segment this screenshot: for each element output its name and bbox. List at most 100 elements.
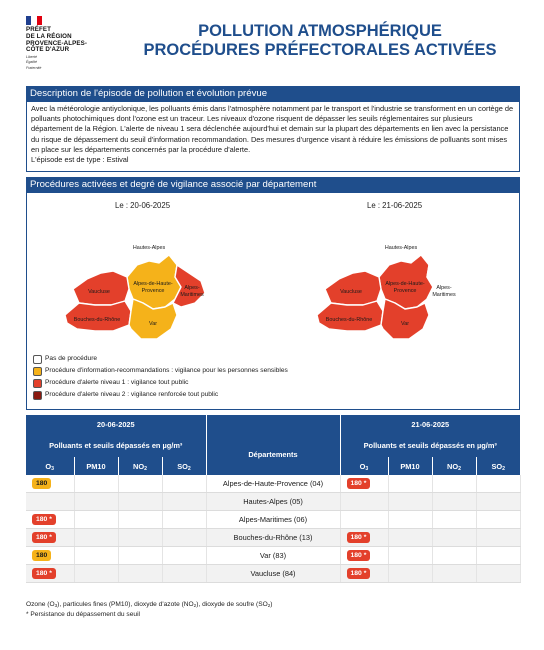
o3-right-cell	[340, 492, 389, 511]
footnotes: Ozone (O3), particules fines (PM10), dio…	[26, 600, 273, 619]
description-box: Avec la météorologie antiyclonique, les …	[26, 102, 520, 172]
so2-right-cell	[476, 510, 521, 529]
legend-swatch	[33, 366, 42, 376]
col-o3-left: O3	[26, 457, 75, 475]
o3-left-cell: 180 *	[26, 528, 75, 547]
so2-right-cell	[476, 492, 521, 511]
o3-right-cell: 180 *	[340, 546, 389, 565]
title-line-2: PROCÉDURES PRÉFECTORALES ACTIVÉES	[143, 41, 497, 59]
description-heading: Description de l'épisode de pollution et…	[26, 86, 520, 102]
department-var	[380, 298, 430, 340]
pm10-right-cell	[388, 492, 433, 511]
department-alpes-maritimes	[172, 264, 206, 308]
maps-box: Le : 20-06-2025 Le : 21-06-2025 Hautes-A…	[26, 193, 520, 410]
department-label: Vaucluse	[88, 289, 110, 295]
no2-left-cell	[118, 546, 163, 565]
no2-left-cell	[118, 492, 163, 511]
table-row: 180 * Vaucluse (84) 180 *	[26, 564, 521, 583]
col-no2-right: NO2	[432, 457, 477, 475]
departments-header: Départements	[206, 433, 341, 475]
department-bouches-du-rhone	[64, 300, 132, 332]
map-20-06: Hautes-Alpes Alpes-de-Haute-Provence Alpes…	[64, 228, 206, 340]
department-label: Bouches-du-Rhône	[74, 317, 120, 323]
department-label: Maritimes	[180, 292, 204, 298]
date-right: 21-06-2025	[340, 415, 520, 433]
pm10-right-cell	[388, 510, 433, 529]
o3-right-cell: 180 *	[340, 475, 389, 493]
logo-line-1: DE LA RÉGION	[26, 32, 72, 40]
legend-label: Procédure d'alerte niveau 1 : vigilance …	[45, 379, 189, 386]
so2-right-cell	[476, 564, 521, 583]
o3-right-cell: 180 *	[340, 528, 389, 547]
department-cell: Bouches-du-Rhône (13)	[206, 528, 341, 547]
o3-value-badge: 180 *	[346, 532, 371, 543]
o3-right-cell	[340, 510, 389, 529]
legend-swatch	[33, 390, 42, 400]
no2-right-cell	[432, 528, 477, 547]
page-title: POLLUTION ATMOSPHÉRIQUE PROCÉDURES PRÉFE…	[100, 22, 540, 60]
pm10-left-cell	[74, 492, 119, 511]
pm10-left-cell	[74, 510, 119, 529]
no2-right-cell	[432, 475, 477, 493]
logo-motto-3: Fraternité	[26, 65, 42, 70]
department-alpes-maritimes	[424, 264, 458, 308]
department-label: Provence	[394, 288, 417, 294]
department-label: Hautes-Alpes	[133, 245, 166, 251]
pm10-right-cell	[388, 528, 433, 547]
department-label: Maritimes	[432, 292, 456, 298]
o3-value-badge: 180 *	[32, 514, 56, 525]
header-spacer	[206, 415, 341, 433]
pm10-right-cell	[388, 475, 433, 493]
so2-left-cell	[162, 475, 207, 493]
map2-date: Le : 21-06-2025	[367, 201, 423, 210]
department-vaucluse	[324, 270, 382, 306]
department-cell: Hautes-Alpes (05)	[206, 492, 341, 511]
o3-value-badge: 180	[32, 478, 52, 489]
so2-left-cell	[162, 564, 207, 583]
o3-left-cell: 180 *	[26, 564, 75, 583]
o3-left-cell	[26, 492, 75, 511]
col-so2-left: SO2	[162, 457, 207, 475]
legend-item: Pas de procédure	[33, 353, 288, 365]
col-so2-right: SO2	[476, 457, 520, 475]
pm10-right-cell	[388, 546, 433, 565]
so2-right-cell	[476, 475, 521, 493]
table-row: 180 * Bouches-du-Rhône (13) 180 *	[26, 528, 521, 547]
pollutants-header-right: Polluants et seuils dépassés en µg/m³	[340, 433, 520, 457]
col-pm10-right: PM10	[388, 457, 433, 475]
legend-swatch	[33, 378, 42, 388]
logo-motto-2: Égalité	[26, 60, 37, 65]
logo-motto-1: Liberté	[26, 55, 37, 60]
department-cell: Alpes-Maritimes (06)	[206, 510, 341, 529]
col-no2-left: NO2	[118, 457, 163, 475]
french-flag-icon	[26, 16, 42, 25]
legend-item: Procédure d'information-recommandations …	[33, 365, 288, 377]
o3-value-badge: 180 *	[32, 532, 56, 543]
so2-left-cell	[162, 528, 207, 547]
department-label: Provence	[142, 288, 165, 294]
o3-value-badge: 180 *	[32, 568, 56, 579]
o3-value-badge: 180 *	[346, 568, 371, 579]
department-cell: Var (83)	[206, 546, 341, 565]
table-row: 180 Alpes-de-Haute-Provence (04) 180 *	[26, 475, 521, 493]
legend-item: Procédure d'alerte niveau 1 : vigilance …	[33, 377, 288, 389]
o3-value-badge: 180	[32, 550, 52, 561]
col-pm10-left: PM10	[74, 457, 119, 475]
table-row: 180 Var (83) 180 *	[26, 546, 521, 565]
department-label: Vaucluse	[340, 289, 362, 295]
department-label: Var	[149, 321, 157, 327]
o3-value-badge: 180 *	[346, 478, 371, 489]
department-label: Alpes-de-Haute-	[385, 281, 424, 287]
no2-right-cell	[432, 492, 477, 511]
no2-left-cell	[118, 564, 163, 583]
department-label: Alpes-	[436, 285, 451, 291]
persistence-note: * Persistance du dépassement du seuil	[26, 610, 140, 618]
description-text: Avec la météorologie antiyclonique, les …	[31, 104, 514, 154]
map-legend: Pas de procédure Procédure d'information…	[33, 353, 288, 401]
so2-left-cell	[162, 546, 207, 565]
so2-right-cell	[476, 528, 521, 547]
pollutants-header-left: Polluants et seuils dépassés en µg/m³	[26, 433, 207, 457]
table-row: Hautes-Alpes (05)	[26, 492, 521, 511]
episode-type: L'épisode est de type : Estival	[31, 155, 129, 165]
